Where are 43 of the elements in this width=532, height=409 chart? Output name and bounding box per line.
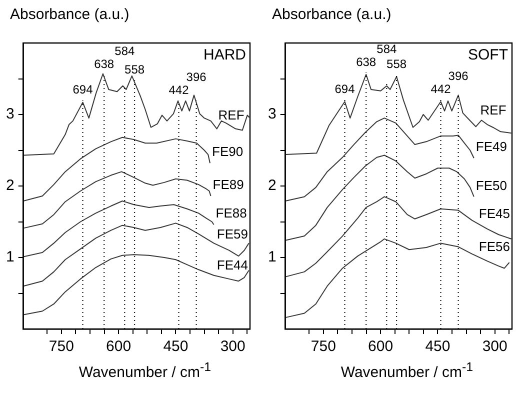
x-tick-label: 300 (482, 338, 508, 356)
series-label: REF (480, 102, 506, 118)
series-label: FE44 (216, 258, 248, 272)
ref-line-label: 694 (334, 82, 356, 96)
ref-line-label: 694 (72, 82, 94, 97)
series-label: FE56 (478, 238, 510, 254)
x-tick-label: 750 (310, 338, 336, 356)
series-label: REF (218, 107, 244, 122)
y-tick-label: 2 (6, 177, 14, 194)
y-axis-title: Absorbance (a.u.) (9, 6, 130, 25)
series-label: FE45 (478, 206, 510, 222)
x-tick-label: 600 (106, 338, 132, 356)
ref-line-label: 442 (430, 82, 452, 96)
series-label: FE50 (476, 178, 507, 193)
ref-line-label: 396 (186, 70, 207, 84)
y-axis-title: Absorbance (a.u.) (271, 6, 392, 25)
ref-line-label: 638 (356, 54, 376, 69)
x-tick-label: 750 (48, 338, 74, 356)
ref-line-label: 584 (114, 44, 136, 58)
x-tick-label: 450 (163, 338, 188, 356)
ref-line-label: 442 (168, 83, 190, 98)
y-tick-label: 3 (268, 106, 276, 123)
y-tick-label: 2 (268, 177, 276, 194)
ref-line-label: 396 (448, 68, 469, 83)
x-axis-title: Wavenumber / cm$^{-1}$ (78, 360, 212, 381)
series-label: FE49 (476, 139, 507, 154)
x-tick-label: 600 (368, 338, 394, 356)
chart-title: SOFT (468, 46, 508, 64)
chart-title: HARD (203, 46, 246, 64)
ref-line-label: 584 (376, 42, 398, 56)
series-label: FE59 (216, 226, 248, 242)
y-tick-label: 1 (6, 248, 14, 266)
series-label: FE88 (216, 206, 247, 221)
ref-line-label: 558 (124, 62, 145, 77)
x-tick-label: 450 (425, 338, 450, 356)
ref-line-label: 638 (94, 57, 114, 72)
y-tick-label: 1 (268, 248, 276, 266)
x-axis-title: Wavenumber / cm$^{-1}$ (340, 360, 474, 381)
series-label: FE90 (212, 144, 244, 160)
y-tick-label: 3 (6, 106, 14, 123)
ref-line-label: 558 (386, 56, 407, 71)
series-label: FE89 (212, 177, 244, 192)
x-tick-label: 300 (220, 338, 246, 356)
